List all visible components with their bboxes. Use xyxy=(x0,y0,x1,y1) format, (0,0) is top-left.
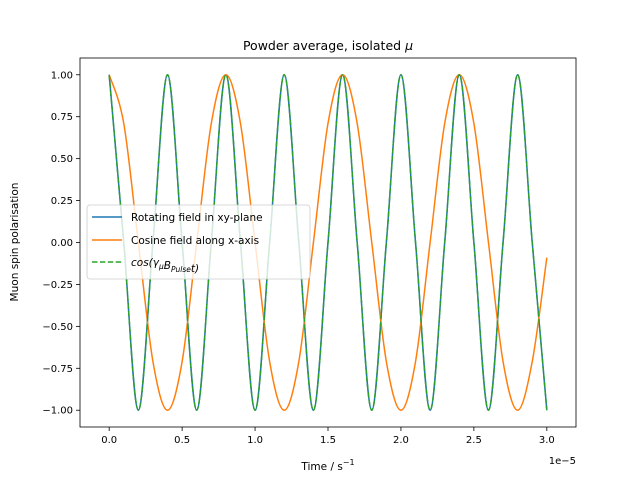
chart-title-text: Powder average, isolated xyxy=(243,38,405,53)
y-tick-label: 0.50 xyxy=(51,154,73,165)
x-axis-ticks: 0.0 0.5 1.0 1.5 2.0 2.5 3.0 xyxy=(101,427,555,446)
legend-box xyxy=(86,204,311,280)
x-axis-label-exponent: −1 xyxy=(343,458,355,467)
x-axis-label: Time / s−1 xyxy=(300,458,354,473)
series-rotating-field-legend-label: Rotating field in xy-plane xyxy=(131,212,263,224)
y-tick-label: 0.75 xyxy=(51,112,73,123)
series-cosine-field-legend-label: Cosine field along x-axis xyxy=(131,235,259,247)
x-axis-label-main: Time / s xyxy=(300,461,342,473)
x-tick-label: 2.5 xyxy=(466,435,482,446)
x-tick-label: 1.5 xyxy=(320,435,336,446)
series-cosine-field-line xyxy=(108,74,548,411)
y-axis-label: Muon spin polarisation xyxy=(9,183,21,302)
y-tick-label: 0.25 xyxy=(51,196,73,207)
x-tick-label: 0.0 xyxy=(101,435,117,446)
y-tick-label: −0.50 xyxy=(42,322,73,333)
series-reference-cosine-legend-label: cos(γμBPulset) xyxy=(131,257,199,275)
x-tick-label: 1.0 xyxy=(247,435,263,446)
y-axis-ticks: −1.00 −0.75 −0.50 −0.25 0.00 0.25 0.50 0.75 1.00 xyxy=(42,70,80,417)
legend: Rotating field in xy-plane Cosine field a… xyxy=(86,204,311,280)
y-tick-label: −0.75 xyxy=(42,364,73,375)
y-tick-label: −0.25 xyxy=(42,280,73,291)
x-tick-label: 2.0 xyxy=(393,435,409,446)
y-tick-label: −1.00 xyxy=(42,406,73,417)
series-reference-cosine-line xyxy=(108,74,548,411)
x-tick-label: 3.0 xyxy=(539,435,555,446)
chart-title-symbol: μ xyxy=(404,38,413,53)
x-axis-offset-label: 1e−5 xyxy=(549,456,576,467)
chart-title: Powder average, isolated μ xyxy=(243,38,413,53)
x-tick-label: 0.5 xyxy=(174,435,190,446)
y-tick-label: 1.00 xyxy=(51,70,73,81)
y-tick-label: 0.00 xyxy=(51,238,73,249)
